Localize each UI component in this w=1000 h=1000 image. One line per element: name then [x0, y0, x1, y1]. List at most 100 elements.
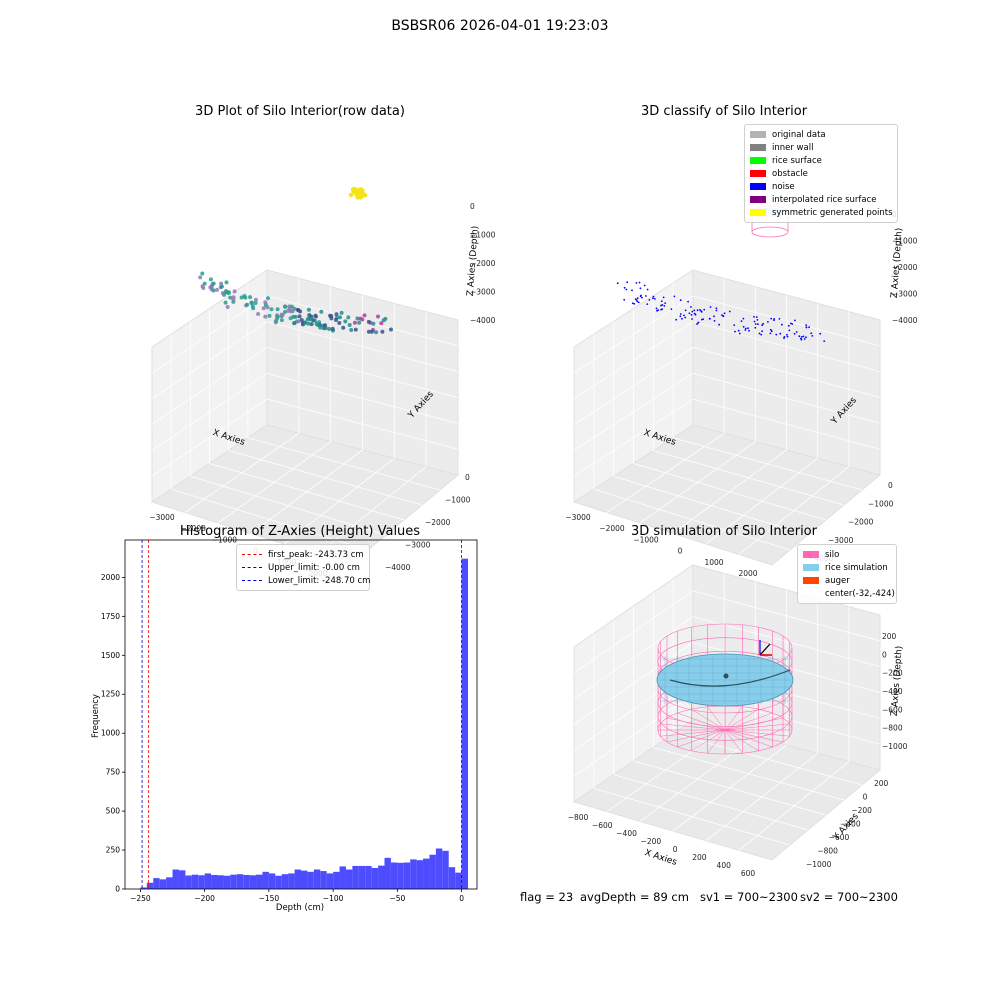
tick-label: −4000 [470, 316, 496, 325]
histogram-bar [326, 873, 334, 889]
grid-line [692, 295, 881, 347]
silo-base-spoke [724, 729, 790, 737]
data-point [283, 304, 288, 309]
silo-base-spoke [677, 729, 726, 748]
noise-point [708, 317, 711, 320]
noise-point [740, 320, 743, 322]
histogram-bar [198, 875, 205, 889]
histogram-bar [423, 858, 430, 889]
legend-label: noise [772, 181, 795, 192]
data-point [318, 325, 323, 330]
silo-base-spoke [724, 723, 790, 731]
noise-point [753, 316, 755, 318]
data-point [357, 320, 362, 325]
tick-label: 200 [874, 779, 889, 788]
noise-point [793, 332, 796, 335]
data-point [290, 309, 295, 314]
tick-label: 0 [888, 481, 893, 490]
histogram-bar [365, 865, 372, 889]
histogram-bar [185, 875, 192, 889]
noise-point [762, 322, 765, 325]
histogram-bar [140, 887, 147, 889]
silo-base-spoke [724, 729, 773, 748]
data-point [288, 316, 293, 321]
x-tick-label: 0 [459, 894, 464, 903]
noise-point [773, 318, 776, 320]
legend-label: rice simulation [825, 562, 888, 573]
silo-base-spoke [660, 729, 726, 737]
grid-line [573, 295, 694, 374]
plot4-ticks: −800−600−400−20002004006002000−200−400−6… [568, 632, 908, 878]
data-point [353, 327, 358, 332]
histogram-bar [378, 865, 385, 889]
center-marker [723, 673, 729, 679]
plot1-title: 3D Plot of Silo Interior(row data) [195, 104, 405, 119]
data-point [220, 291, 225, 296]
data-point [253, 297, 258, 302]
tick-label: −800 [882, 724, 903, 733]
data-point-symmetric [355, 191, 360, 196]
silo-base-spoke [724, 706, 743, 731]
noise-point [798, 335, 801, 338]
rice-surface [656, 653, 794, 707]
noise-point [803, 338, 806, 340]
noise-point [808, 326, 810, 329]
noise-point [633, 303, 636, 305]
data-point [279, 318, 284, 323]
legend-label: silo [825, 549, 840, 560]
data-point [224, 280, 229, 285]
histogram-bar [435, 848, 443, 889]
tick-label: −1000 [470, 231, 496, 240]
data-point [226, 291, 231, 295]
data-point [339, 310, 344, 315]
noise-point [638, 281, 641, 284]
data-point [346, 315, 351, 320]
noise-point [718, 323, 720, 326]
histogram-bar [191, 874, 199, 889]
noise-point [660, 308, 662, 311]
data-point [223, 300, 228, 305]
data-point [360, 317, 365, 322]
tick-label: 200 [692, 853, 707, 862]
data-point [328, 313, 333, 318]
noise-point [683, 314, 685, 317]
noise-point [748, 329, 750, 332]
noise-point [770, 330, 773, 333]
noise-point [646, 288, 649, 291]
tick-label: −3000 [149, 513, 175, 522]
tick-label: −2000 [470, 259, 496, 268]
silo-base-spoke [691, 729, 726, 751]
noise-point [675, 318, 678, 321]
noise-point [634, 298, 637, 301]
noise-point [721, 314, 723, 317]
histogram-bar [204, 873, 212, 889]
auger-marker [759, 640, 772, 656]
legend-item-symmetric: symmetric generated points [750, 206, 893, 219]
data-point [242, 294, 247, 298]
data-point [265, 305, 270, 310]
data-point [366, 319, 371, 324]
noise-point [636, 297, 639, 300]
histogram-bar [217, 875, 224, 889]
data-point [211, 288, 216, 293]
tick-label: 2000 [738, 569, 757, 578]
noise-point [684, 316, 687, 319]
data-point [253, 301, 258, 305]
data-point [379, 321, 384, 326]
grid-line [738, 761, 850, 851]
data-point [249, 300, 254, 305]
plot4-title: 3D simulation of Silo Interior [631, 524, 817, 539]
noise-point [694, 313, 697, 316]
silo-base-spoke [677, 712, 726, 731]
noise-point [775, 333, 778, 336]
histogram-bar [294, 869, 301, 889]
legend-item-interpolated: interpolated rice surface [750, 193, 892, 206]
noise-point [769, 332, 772, 335]
data-point [280, 313, 285, 317]
data-point [245, 302, 250, 307]
legend-label: auger [825, 575, 850, 586]
rice-ridge [669, 669, 791, 687]
y-tick-label: 250 [106, 846, 121, 855]
noise-point [637, 301, 640, 304]
data-point [263, 314, 268, 319]
